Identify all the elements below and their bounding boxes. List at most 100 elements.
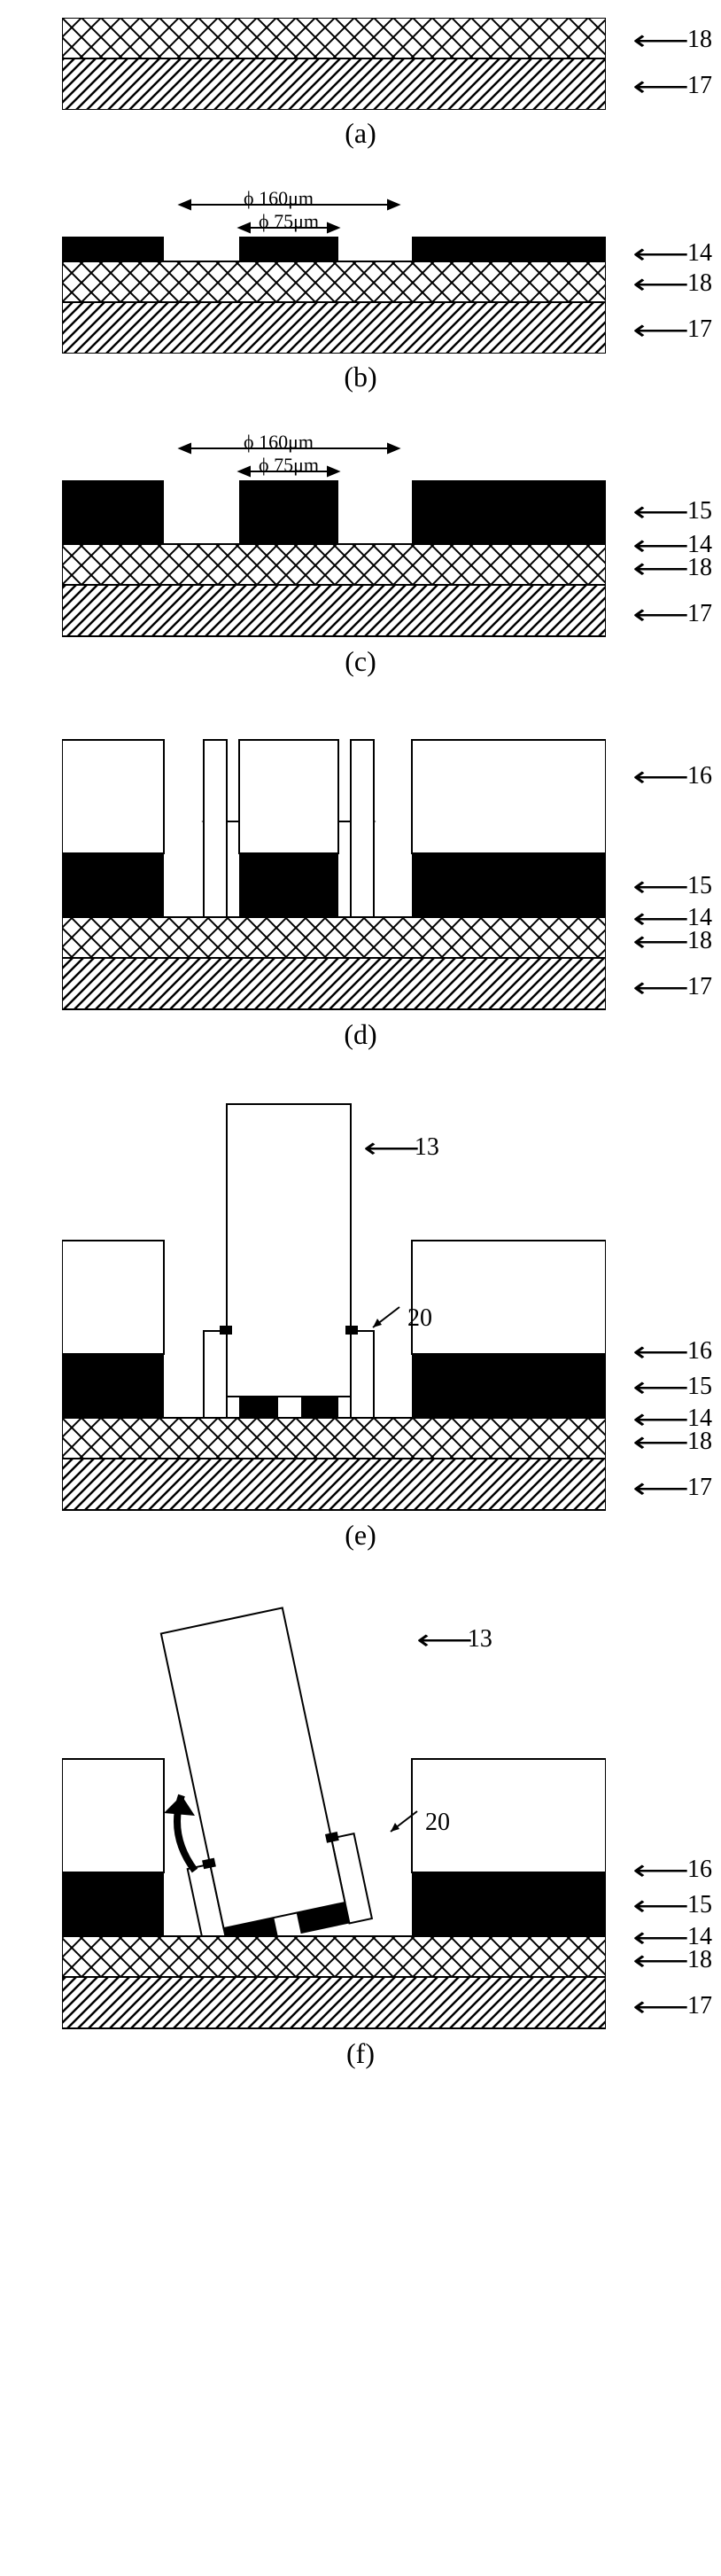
label-18: ⟵18 — [632, 23, 712, 57]
layer-18 — [62, 261, 606, 302]
pillar — [204, 1104, 374, 1418]
label-text: 15 — [687, 872, 712, 900]
layer-18 — [62, 1418, 606, 1459]
caption-c: (c) — [9, 645, 712, 678]
label-17: ⟵17 — [632, 313, 712, 346]
label-20: 20 — [386, 1809, 450, 1837]
layer-17 — [62, 958, 606, 1009]
label-15: ⟵15 — [632, 1888, 712, 1922]
arrow-icon: ⟵ — [632, 1943, 686, 1977]
arrow-icon: ⟵ — [632, 69, 686, 103]
arrow-icon: ⟵ — [632, 1425, 686, 1459]
label-20: 20 — [368, 1304, 432, 1333]
arrow-icon: ⟵ — [632, 1853, 686, 1887]
panel-d: ϕ 126μm ⟵16 ⟵15 — [9, 713, 712, 1051]
caption-b: (b) — [9, 361, 712, 393]
layers-c — [62, 429, 606, 638]
label-text: 17 — [687, 973, 712, 1001]
stage-e: ⟵13 20 ⟵16 ⟵15 ⟵14 ⟵18 ⟵17 — [62, 1086, 588, 1512]
label-text: 20 — [425, 1809, 450, 1837]
panel-b: ϕ 160μm ϕ 75μm ⟵14 ⟵18 ⟵17 (b) — [9, 185, 712, 393]
rotation-arrow-icon — [164, 1795, 195, 1871]
arrow-icon: ⟵ — [632, 1370, 686, 1404]
arrow-icon: ⟵ — [632, 494, 686, 528]
layer-18 — [62, 1936, 606, 1977]
layer-15 — [62, 853, 606, 917]
label-text: 15 — [687, 1373, 712, 1401]
label-16: ⟵16 — [632, 1853, 712, 1887]
caption-e: (e) — [9, 1519, 712, 1552]
arrow-diag-icon — [386, 1809, 422, 1836]
dim-arrows — [180, 444, 399, 476]
stage-a: ⟵18 ⟵17 — [62, 18, 588, 110]
label-text: 18 — [687, 269, 712, 298]
arrow-icon: ⟵ — [632, 23, 686, 57]
label-text: 18 — [687, 26, 712, 54]
layer-17 — [62, 1977, 606, 2028]
label-text: 17 — [687, 1474, 712, 1502]
arrow-icon: ⟵ — [632, 1888, 686, 1922]
panel-a: ⟵18 ⟵17 (a) — [9, 18, 712, 150]
panel-c: ϕ 160μm ϕ 75μm ⟵15 ⟵14 ⟵18 ⟵17 (c) — [9, 429, 712, 678]
stage-d: ϕ 126μm ⟵16 ⟵15 — [62, 713, 588, 1011]
stage-f: ⟵13 20 ⟵16 ⟵15 ⟵14 ⟵18 ⟵17 — [62, 1587, 588, 2030]
layer-17 — [62, 302, 606, 354]
layer-18 — [62, 544, 606, 585]
label-text: 20 — [407, 1304, 432, 1333]
panel-f: ⟵13 20 ⟵16 ⟵15 ⟵14 ⟵18 ⟵17 (f) — [9, 1587, 712, 2070]
layer-17 — [62, 585, 606, 636]
layer-15 — [62, 480, 606, 544]
label-18: ⟵18 — [632, 551, 712, 585]
arrow-icon: ⟵ — [632, 869, 686, 903]
label-17: ⟵17 — [632, 1989, 712, 2023]
arrow-icon: ⟵ — [632, 551, 686, 585]
layers-b — [62, 185, 606, 354]
arrow-diag-icon — [368, 1305, 404, 1332]
label-17: ⟵17 — [632, 970, 712, 1004]
layers-e — [62, 1086, 606, 1512]
label-14: ⟵14 — [632, 237, 712, 270]
arrow-icon: ⟵ — [632, 970, 686, 1004]
panel-e: ⟵13 20 ⟵16 ⟵15 ⟵14 ⟵18 ⟵17 (e) — [9, 1086, 712, 1552]
label-16: ⟵16 — [632, 1335, 712, 1368]
arrow-icon: ⟵ — [632, 267, 686, 300]
label-text: 16 — [687, 1337, 712, 1366]
caption-d: (d) — [9, 1018, 712, 1051]
label-text: 16 — [687, 1856, 712, 1884]
label-17: ⟵17 — [632, 597, 712, 631]
layer-14 — [62, 237, 606, 261]
label-text: 17 — [687, 315, 712, 344]
label-13: ⟵13 — [363, 1131, 439, 1164]
arrow-icon: ⟵ — [632, 759, 686, 793]
dim-arrows — [180, 200, 399, 232]
layer-18 — [62, 18, 606, 58]
arrow-icon: ⟵ — [416, 1623, 473, 1656]
arrow-icon: ⟵ — [363, 1131, 420, 1164]
label-text: 17 — [687, 600, 712, 628]
label-17: ⟵17 — [632, 1471, 712, 1505]
arrow-icon: ⟵ — [632, 924, 686, 958]
label-text: 18 — [687, 1946, 712, 1974]
label-text: 15 — [687, 497, 712, 525]
layer-17 — [62, 1459, 606, 1510]
layers-d — [62, 713, 606, 1011]
layers-f — [62, 1587, 606, 2030]
label-18: ⟵18 — [632, 267, 712, 300]
arrow-icon: ⟵ — [632, 597, 686, 631]
caption-a: (a) — [9, 117, 712, 150]
label-17: ⟵17 — [632, 69, 712, 103]
arrow-icon: ⟵ — [632, 1471, 686, 1505]
label-18: ⟵18 — [632, 1943, 712, 1977]
label-16: ⟵16 — [632, 759, 712, 793]
label-15: ⟵15 — [632, 494, 712, 528]
arrow-icon: ⟵ — [632, 237, 686, 270]
layer-17 — [62, 58, 606, 110]
label-15: ⟵15 — [632, 1370, 712, 1404]
stage-b: ϕ 160μm ϕ 75μm ⟵14 ⟵18 ⟵17 — [62, 185, 588, 354]
stage-c: ϕ 160μm ϕ 75μm ⟵15 ⟵14 ⟵18 ⟵17 — [62, 429, 588, 638]
label-18: ⟵18 — [632, 1425, 712, 1459]
arrow-icon: ⟵ — [632, 1989, 686, 2023]
arrow-icon: ⟵ — [632, 1335, 686, 1368]
label-text: 16 — [687, 762, 712, 790]
label-text: 14 — [687, 239, 712, 268]
